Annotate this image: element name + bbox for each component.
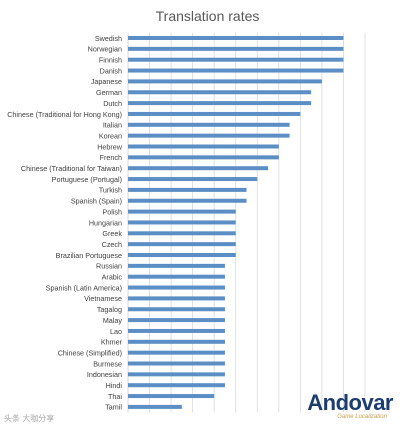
bar xyxy=(128,383,225,388)
bar xyxy=(128,242,236,247)
category-label: Arabic xyxy=(102,273,123,282)
bar xyxy=(128,274,225,279)
brand-name: Andovar xyxy=(307,390,393,415)
category-label: Indonesian xyxy=(87,370,122,379)
category-label: Italian xyxy=(103,121,122,130)
bar xyxy=(128,90,312,95)
category-label: Swedish xyxy=(95,34,122,43)
watermark: 头条 大咖分享 xyxy=(4,414,55,423)
category-label: Polish xyxy=(102,207,122,216)
category-label: Finnish xyxy=(99,56,122,65)
bar xyxy=(128,68,344,73)
bar xyxy=(128,198,247,203)
bar xyxy=(128,79,322,84)
category-label: Hungarian xyxy=(89,218,122,227)
category-label: Hebrew xyxy=(97,142,123,151)
category-label: Czech xyxy=(102,240,122,249)
bar xyxy=(128,307,225,312)
bar xyxy=(128,263,225,268)
category-label: Russian xyxy=(96,262,122,271)
category-label: Japanese xyxy=(91,77,122,86)
category-label: Tagalog xyxy=(97,305,122,314)
bar xyxy=(128,361,225,366)
bar xyxy=(128,404,182,409)
category-label: Malay xyxy=(103,316,123,325)
category-label: Khmer xyxy=(101,338,123,347)
category-label: Danish xyxy=(100,66,122,75)
bar xyxy=(128,339,225,344)
bar xyxy=(128,253,236,257)
category-label: Dutch xyxy=(103,99,122,108)
category-label: French xyxy=(100,153,122,162)
bar xyxy=(128,155,279,160)
category-label: Chinese (Simplified) xyxy=(58,348,122,357)
category-label: Tamil xyxy=(105,403,122,412)
bar xyxy=(128,296,225,301)
bar xyxy=(128,144,279,149)
bar xyxy=(128,285,225,290)
category-label: Hindi xyxy=(106,381,123,390)
bar xyxy=(128,372,225,377)
category-label: Greek xyxy=(102,229,122,238)
brand-logo: Andovar Game Localization xyxy=(307,390,393,421)
category-label: Turkish xyxy=(99,186,122,195)
category-label: German xyxy=(96,88,122,97)
brand-tagline: Game Localization xyxy=(337,414,387,420)
bar xyxy=(128,231,236,236)
bar xyxy=(128,101,312,106)
category-label: Brazilian Portuguese xyxy=(56,251,122,260)
bar xyxy=(128,328,225,333)
bar xyxy=(128,220,236,225)
category-label: Norwegian xyxy=(88,45,122,54)
category-label: Korean xyxy=(99,131,122,140)
bar xyxy=(128,187,247,192)
bar xyxy=(128,394,215,399)
category-label: Chinese (Traditional for Hong Kong) xyxy=(7,110,122,119)
chart-title: Translation rates xyxy=(155,8,260,24)
bar xyxy=(128,350,225,355)
category-label: Burmese xyxy=(93,359,122,368)
category-label: Portuguese (Portugal) xyxy=(52,175,122,184)
bar xyxy=(128,166,269,171)
category-label: Spanish (Latin America) xyxy=(46,283,122,292)
bar xyxy=(128,177,258,182)
bar xyxy=(128,209,236,214)
bar xyxy=(128,46,344,51)
category-label: Lao xyxy=(110,327,122,336)
bar xyxy=(128,111,301,116)
bar xyxy=(128,36,344,40)
category-label: Vietnamese xyxy=(84,294,122,303)
bar xyxy=(128,122,290,127)
bar xyxy=(128,318,225,323)
category-label: Spanish (Spain) xyxy=(71,197,122,206)
bar xyxy=(128,133,290,138)
category-label: Thai xyxy=(108,392,122,401)
category-label: Chinese (Traditional for Taiwan) xyxy=(21,164,122,173)
bar xyxy=(128,57,344,62)
